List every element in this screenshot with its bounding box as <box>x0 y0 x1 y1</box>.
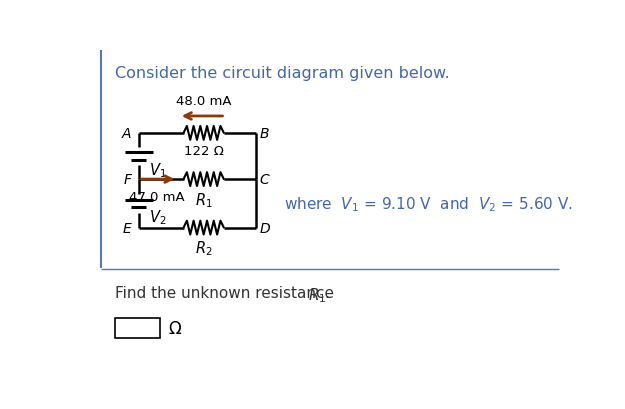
Text: Consider the circuit diagram given below.: Consider the circuit diagram given below… <box>116 66 450 81</box>
Text: $R_1$: $R_1$ <box>195 191 212 209</box>
Text: E: E <box>123 221 132 235</box>
Text: $R_2$: $R_2$ <box>195 239 212 257</box>
Text: 122 Ω: 122 Ω <box>184 144 224 157</box>
Text: $R_1$: $R_1$ <box>308 285 326 304</box>
Text: $V_2$: $V_2$ <box>149 208 167 226</box>
Text: $V_1$: $V_1$ <box>149 160 167 179</box>
Text: where  $V_1$ = 9.10 V  and  $V_2$ = 5.60 V.: where $V_1$ = 9.10 V and $V_2$ = 5.60 V. <box>284 195 572 213</box>
Text: B: B <box>260 127 269 141</box>
Text: C: C <box>260 173 269 187</box>
Text: D: D <box>260 221 271 235</box>
Text: 48.0 mA: 48.0 mA <box>176 94 231 108</box>
Text: 47.0 mA: 47.0 mA <box>129 191 184 203</box>
Text: Find the unknown resistance: Find the unknown resistance <box>116 285 339 301</box>
Text: .: . <box>324 285 329 301</box>
Text: Ω: Ω <box>168 319 181 337</box>
Text: A: A <box>122 127 132 141</box>
Text: F: F <box>124 173 132 187</box>
Bar <box>116 318 160 338</box>
